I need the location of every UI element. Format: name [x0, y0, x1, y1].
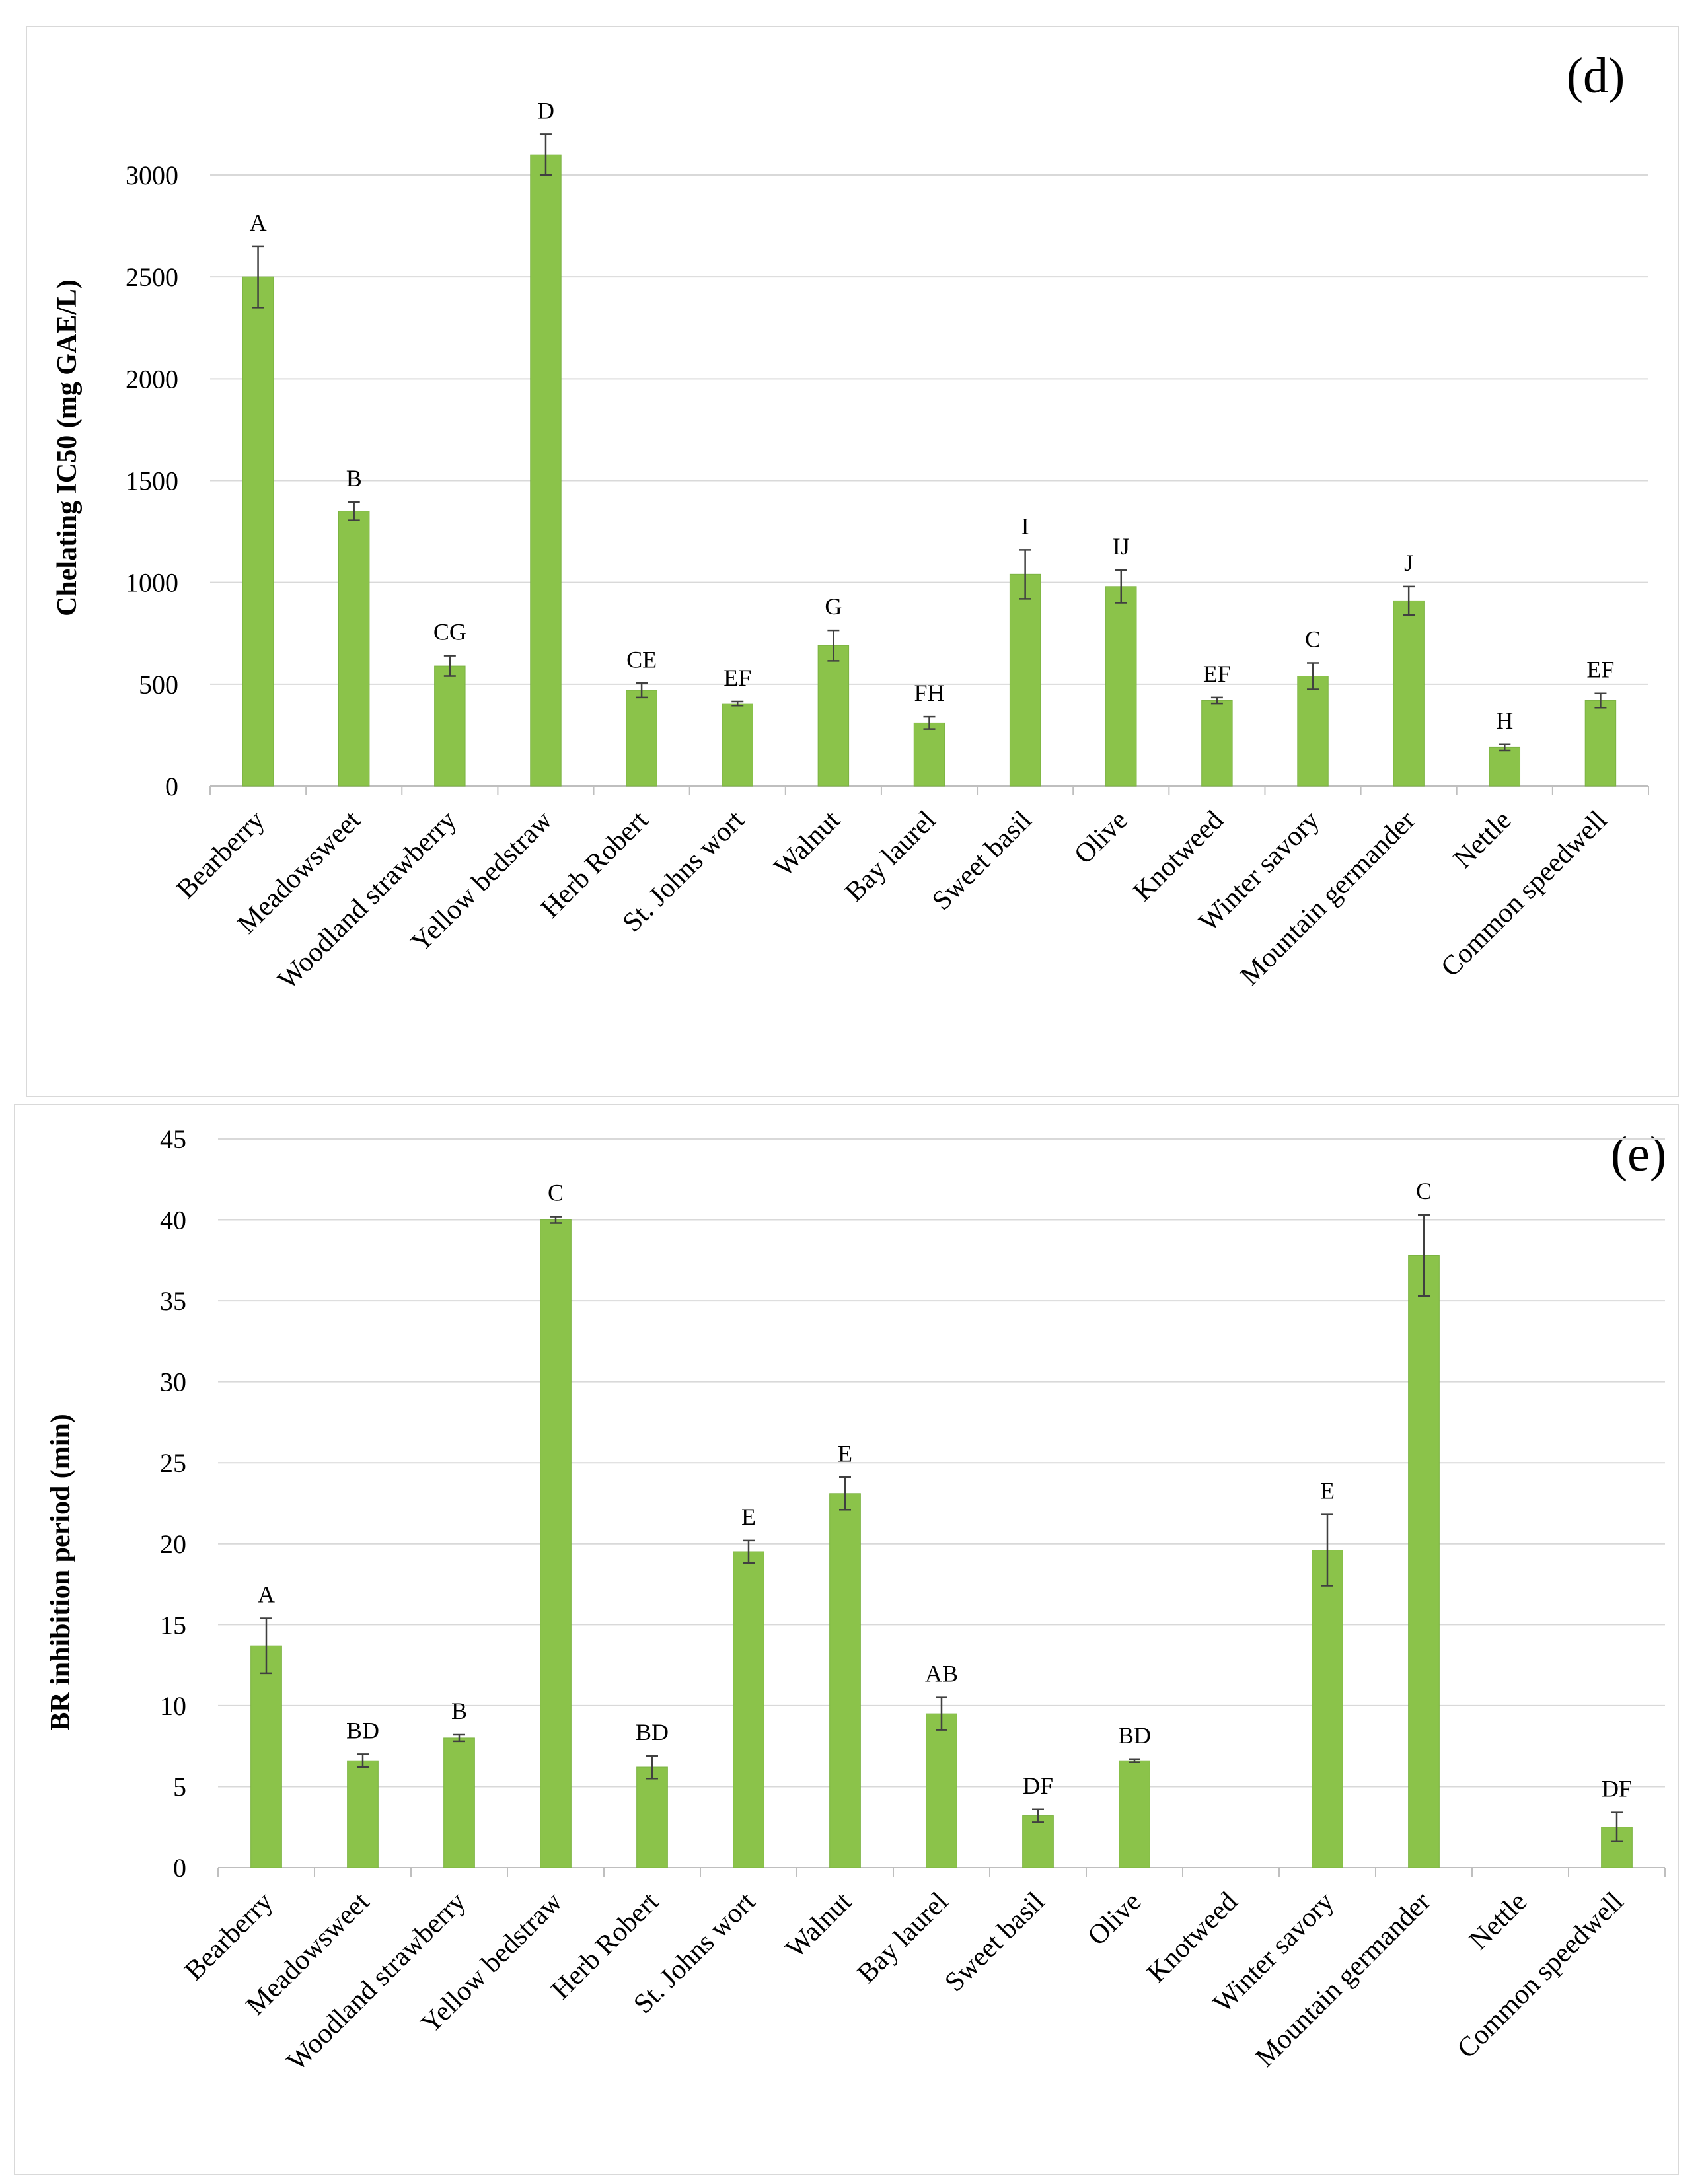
panel-e-y-axis-label: BR inhibition period (min) — [46, 1414, 76, 1731]
panel-e-data-label: BD — [1118, 1722, 1151, 1749]
panel-d-bar — [1584, 700, 1617, 787]
panel-e-bar — [926, 1713, 957, 1868]
panel-d-data-label: H — [1496, 708, 1513, 734]
panel-e-data-label: AB — [925, 1661, 958, 1687]
panel-d-bar — [434, 665, 466, 787]
panel-e-data-label: DF — [1023, 1772, 1053, 1799]
panel-e-y-tick-label: 15 — [160, 1610, 186, 1640]
panel-d-data-label: G — [825, 593, 842, 620]
panel-e-data-label: BD — [346, 1717, 379, 1743]
panel-d-y-axis-label: Chelating IC50 (mg GAE/L) — [52, 279, 83, 616]
panel-e-data-label: A — [258, 1582, 275, 1608]
panel-d-bar — [1489, 746, 1521, 787]
panel-e-y-tick-label: 35 — [160, 1286, 186, 1316]
panel-e-bar — [443, 1737, 475, 1868]
panel-d-y-tick-label: 2000 — [126, 364, 178, 394]
panel-e-data-label: DF — [1602, 1776, 1632, 1802]
panel-d-bar — [1393, 600, 1425, 787]
panel-d-data-label: IJ — [1113, 533, 1130, 560]
panel-d-data-label: EF — [1586, 657, 1614, 683]
panel-d-bar — [1297, 676, 1329, 787]
panel-d-title: (d) — [1567, 48, 1625, 104]
panel-e-bar — [1022, 1815, 1054, 1868]
panel-d-data-label: B — [346, 465, 362, 491]
panel-d-bar — [1105, 586, 1137, 787]
panel-d-y-tick-label: 500 — [139, 670, 178, 700]
panel-d-bar — [817, 645, 850, 787]
panel-e-bar — [1408, 1255, 1440, 1868]
panel-d-bar — [242, 276, 274, 787]
panel-e-data-label: E — [1320, 1478, 1335, 1504]
panel-d-y-tick-label: 0 — [165, 772, 178, 801]
panel-e-bar — [250, 1645, 282, 1868]
panel-e-bar — [347, 1760, 379, 1868]
panel-e-title: (e) — [1611, 1126, 1666, 1182]
panel-d-data-label: FH — [914, 680, 944, 706]
panel-e-bar — [829, 1493, 861, 1868]
panel-d-data-label: I — [1021, 513, 1029, 539]
panel-d-bar — [530, 154, 562, 787]
panel-d-frame — [26, 26, 1679, 1097]
panel-d-chelating-chart: (d) Chelating IC50 (mg GAE/L) 0 500 1000 15… — [26, 26, 1679, 1097]
panel-e-y-tick-label: 5 — [173, 1772, 186, 1802]
panel-d-bar — [626, 690, 657, 787]
panel-d-y-tick-label: 2500 — [126, 262, 178, 292]
panel-e-data-label: E — [838, 1440, 852, 1467]
panel-e-bar — [733, 1551, 764, 1868]
panel-e-data-label: C — [548, 1180, 564, 1206]
panel-d-bar — [1201, 700, 1233, 787]
panel-d-y-tick-label: 1500 — [126, 466, 178, 496]
panel-d-data-label: EF — [1203, 661, 1231, 687]
panel-e-data-label: E — [741, 1504, 756, 1530]
panel-d-data-label: A — [250, 209, 267, 236]
panel-e-y-tick-label: 40 — [160, 1206, 186, 1235]
panel-e-data-label: BD — [636, 1719, 669, 1745]
panel-d-data-label: J — [1404, 550, 1413, 576]
panel-e-bar — [540, 1219, 572, 1868]
panel-e-inhibition-chart: (e) BR inhibition period (min) 0 5 10 15 20 2… — [14, 1104, 1679, 2175]
panel-d-bar — [722, 703, 753, 787]
panel-d-data-label: C — [1305, 626, 1321, 652]
panel-e-y-tick-label: 30 — [160, 1367, 186, 1397]
panel-e-bar — [1119, 1760, 1150, 1868]
panel-e-bar — [1312, 1550, 1343, 1868]
panel-d-y-tick-label: 3000 — [126, 161, 178, 190]
panel-d-data-label: D — [537, 97, 554, 124]
panel-e-y-tick-label: 45 — [160, 1124, 186, 1154]
panel-d-data-label: EF — [723, 665, 751, 691]
panel-e-bar — [636, 1766, 668, 1868]
panel-e-y-tick-label: 25 — [160, 1448, 186, 1478]
panel-d-data-label: CE — [626, 646, 657, 673]
panel-e-data-label: B — [451, 1698, 467, 1724]
panel-d-y-tick-label: 1000 — [126, 568, 178, 598]
panel-e-data-label: C — [1416, 1178, 1432, 1204]
panel-e-y-tick-label: 20 — [160, 1529, 186, 1559]
panel-e-y-tick-label: 0 — [173, 1853, 186, 1883]
panel-d-bar — [913, 722, 945, 787]
panel-d-bar — [1009, 573, 1041, 787]
panel-d-data-label: CG — [433, 619, 466, 645]
panel-e-y-tick-label: 10 — [160, 1691, 186, 1721]
panel-d-bar — [338, 511, 370, 787]
